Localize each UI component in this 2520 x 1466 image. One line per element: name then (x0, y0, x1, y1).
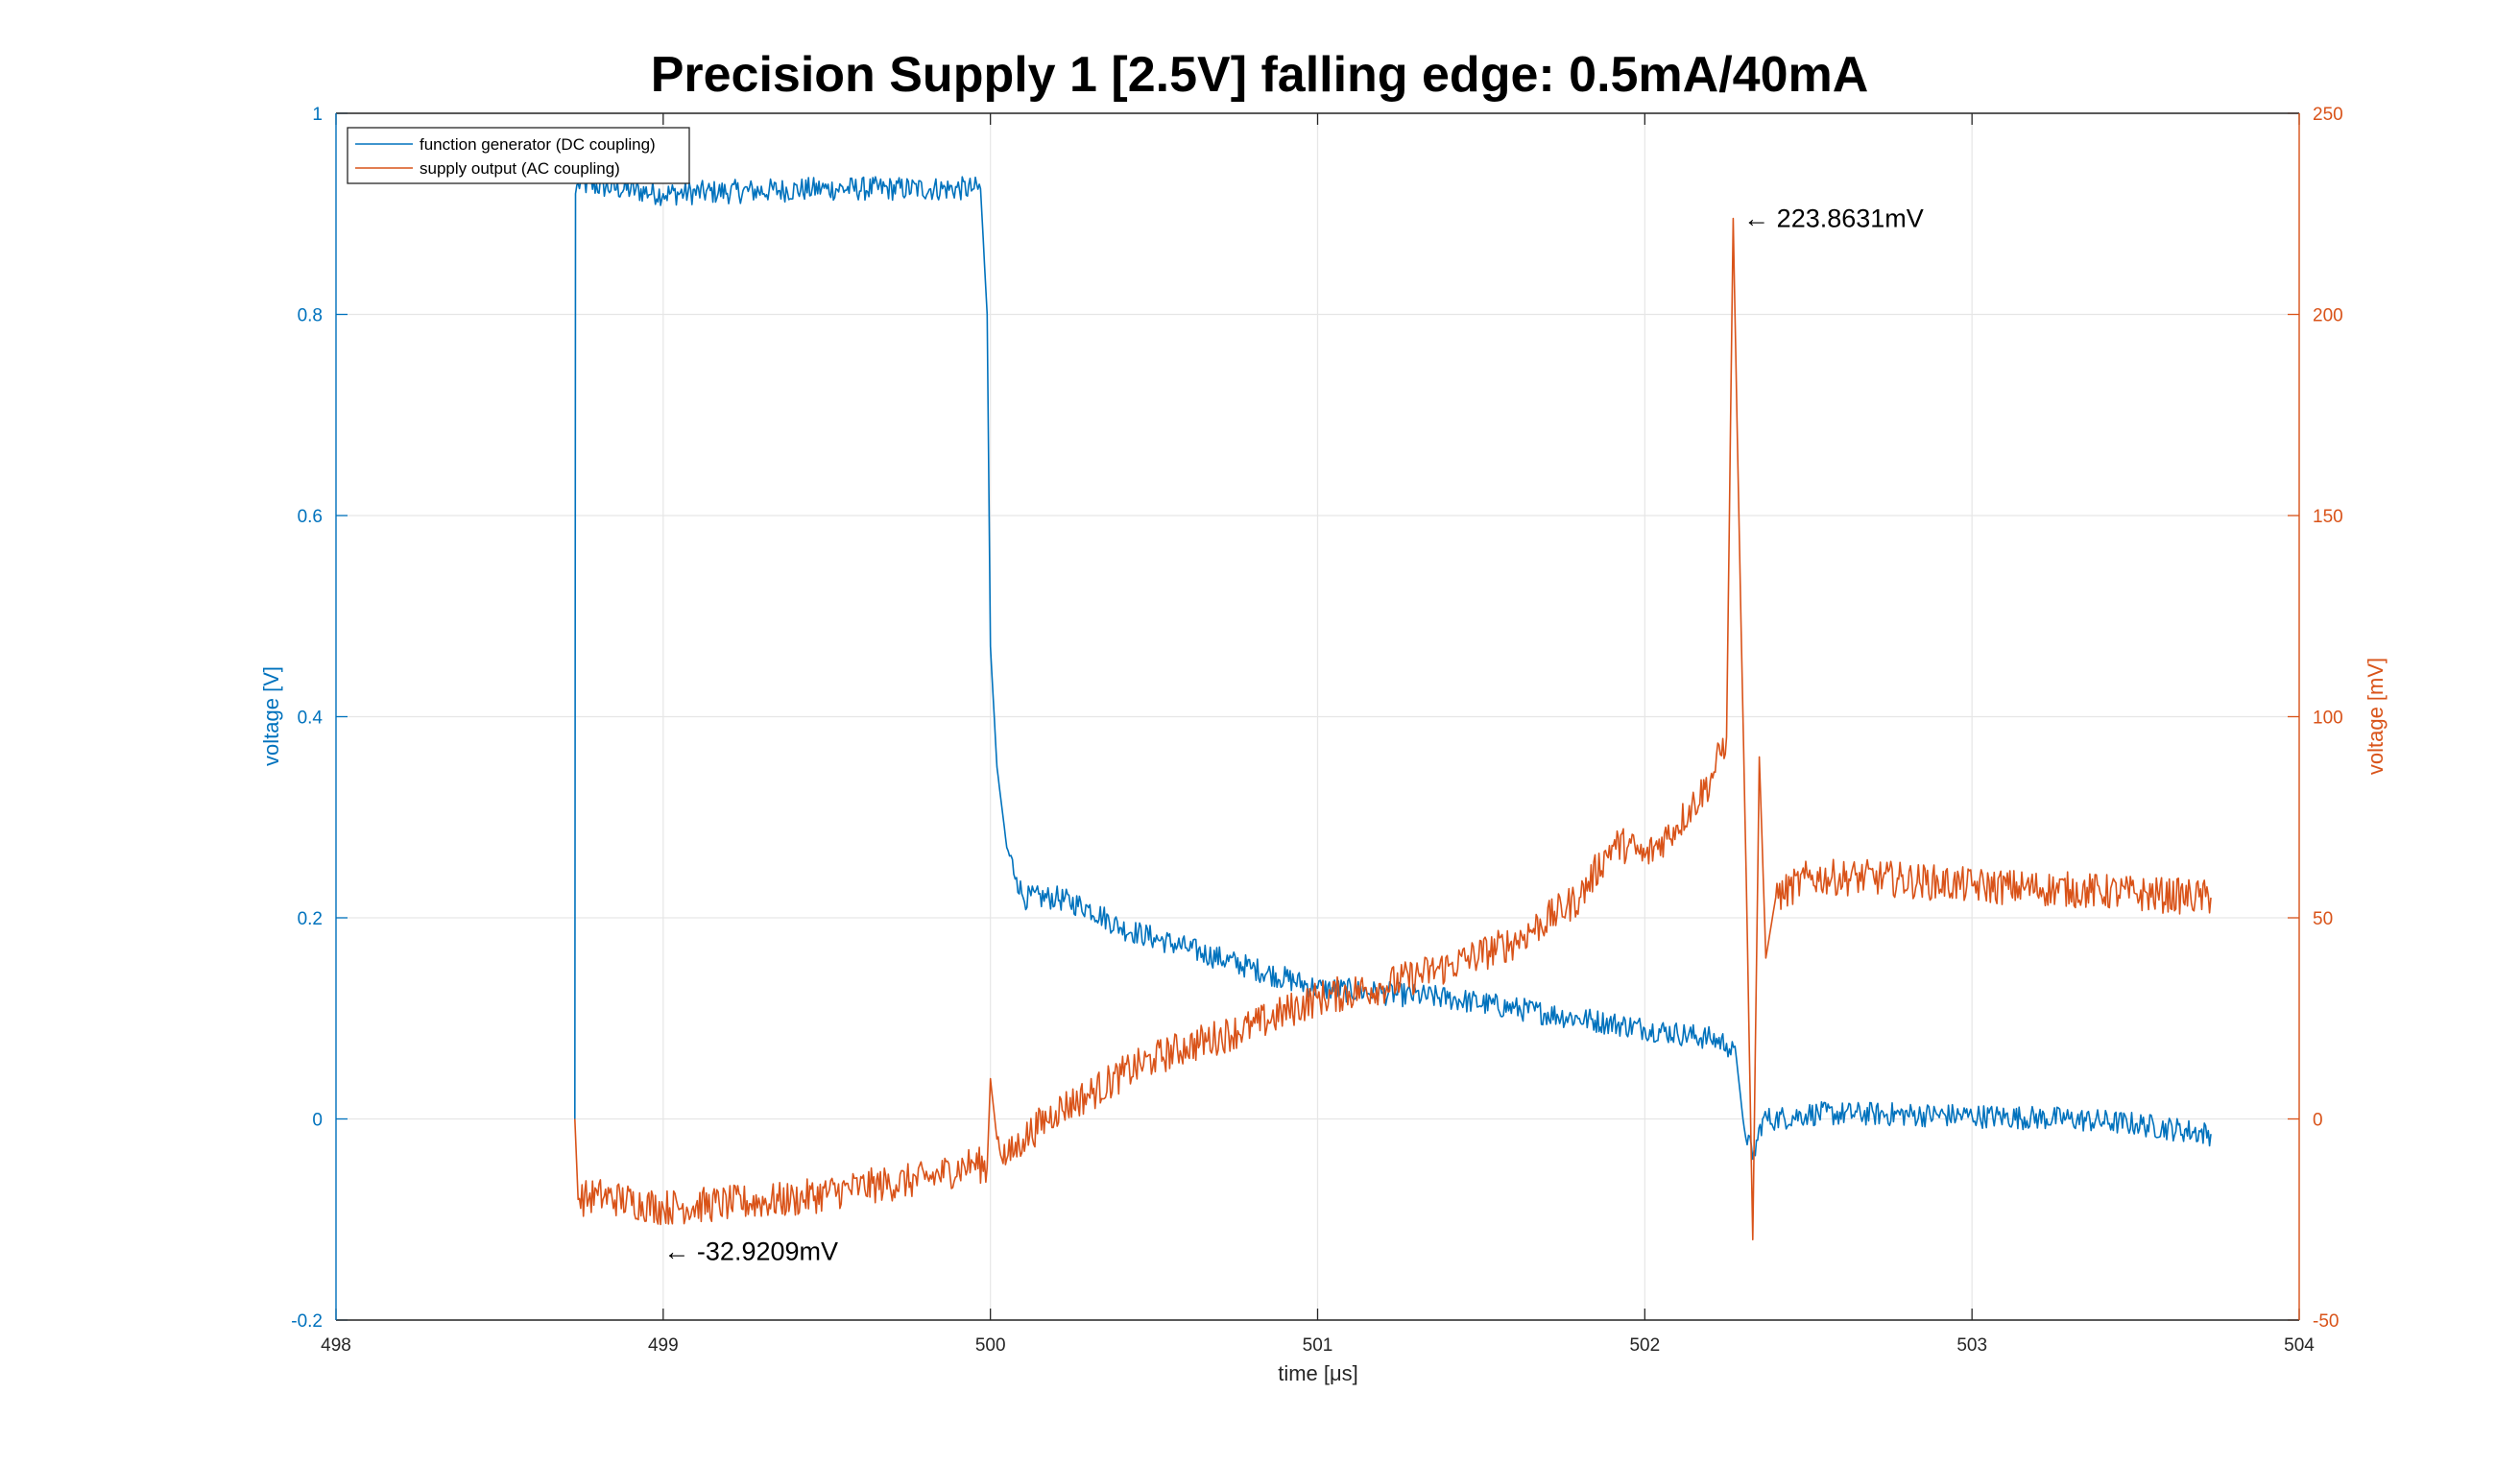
y-left-tick-label: -0.2 (291, 1311, 323, 1332)
annotation-min: ← -32.9209mV (663, 1237, 838, 1265)
y-left-tick-label: 0.4 (298, 709, 324, 729)
chart-title: Precision Supply 1 [2.5V] falling edge: … (651, 47, 1869, 103)
series-line-supply-output (574, 217, 2212, 1240)
y-right-tick-label: 150 (2313, 507, 2343, 527)
y-left-tick-label: 0 (312, 1111, 323, 1131)
legend-label-function-generator: function generator (DC coupling) (420, 135, 656, 154)
series-layer (574, 171, 2212, 1240)
x-tick-label: 501 (1303, 1335, 1333, 1356)
y-left-tick-label: 0.6 (298, 507, 323, 527)
legend-label-supply-output: supply output (AC coupling) (420, 159, 620, 178)
series-line-function-generator (574, 171, 2212, 1161)
y-right-tick-label: 50 (2313, 909, 2333, 929)
y-left-tick-label: 0.8 (298, 306, 323, 326)
y-right-tick-label: -50 (2313, 1311, 2339, 1332)
annotation-peak: ← 223.8631mV (1743, 204, 1924, 233)
x-tick-label: 503 (1956, 1335, 1987, 1356)
y-axis-right-label: voltage [mV] (2364, 658, 2388, 775)
y-left-tick-label: 0.2 (298, 909, 323, 929)
y-left-tick-label: 1 (312, 105, 323, 125)
y-right-tick-label: 250 (2313, 105, 2343, 125)
y-axis-left-label: voltage [V] (259, 666, 283, 766)
y-right-tick-label: 0 (2313, 1111, 2323, 1131)
x-tick-label: 499 (648, 1335, 679, 1356)
x-tick-label: 502 (1629, 1335, 1660, 1356)
tick-labels: 498 499 500 501 502 503 504-0.200.20.40.60.81-… (291, 105, 2342, 1356)
y-right-tick-label: 200 (2313, 306, 2343, 326)
y-right-tick-label: 100 (2313, 709, 2343, 729)
x-tick-label: 500 (975, 1335, 1006, 1356)
annotations: ← 223.8631mV ← -32.9209mV (663, 204, 1923, 1266)
legend-box (347, 127, 690, 184)
legend: function generator (DC coupling) supply … (347, 127, 690, 184)
x-tick-label: 504 (2284, 1335, 2315, 1356)
x-axis-label: time [μs] (1278, 1361, 1358, 1385)
x-tick-label: 498 (321, 1335, 351, 1356)
axes (335, 112, 2300, 1321)
